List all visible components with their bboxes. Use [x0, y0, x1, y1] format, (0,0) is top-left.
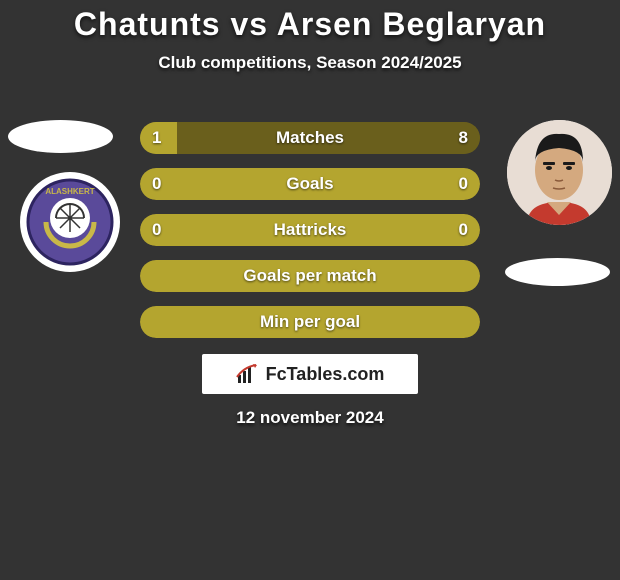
date-label: 12 november 2024	[0, 408, 620, 428]
stat-bar-label: Goals per match	[140, 260, 480, 292]
left-player-avatar	[8, 120, 113, 153]
stat-bar-row: Matches1 8	[140, 122, 480, 154]
stat-bar-row: Min per goal	[140, 306, 480, 338]
stat-bar-label: Goals	[140, 168, 480, 200]
stat-bar-right-value: 8	[447, 122, 480, 154]
avatar-placeholder-oval	[8, 120, 113, 153]
brand-name: FcTables.com	[266, 364, 385, 385]
stat-bar-left-value: 0	[140, 168, 173, 200]
stat-bar-row: Hattricks0 0	[140, 214, 480, 246]
stat-bar-left-value: 0	[140, 214, 173, 246]
right-player-avatar	[507, 120, 612, 225]
stat-bar-label: Hattricks	[140, 214, 480, 246]
stat-bar-left-value: 1	[140, 122, 173, 154]
right-placeholder-oval	[505, 258, 610, 286]
comparison-bars: Matches18Goals00Hattricks00Goals per mat…	[140, 122, 480, 352]
stat-bar-row: Goals per match	[140, 260, 480, 292]
page-title: Chatunts vs Arsen Beglaryan	[0, 0, 620, 43]
brand-logo-box: FcTables.com	[202, 354, 418, 394]
stat-bar-right-value: 0	[447, 214, 480, 246]
stat-bar-label: Min per goal	[140, 306, 480, 338]
avatar-photo	[507, 120, 612, 225]
stat-bar-label: Matches	[140, 122, 480, 154]
left-player-club-badge: ALASHKERT	[20, 172, 120, 272]
stat-bar-row: Goals0 0	[140, 168, 480, 200]
bar-chart-icon	[236, 363, 260, 385]
svg-text:ALASHKERT: ALASHKERT	[45, 187, 94, 196]
club-badge-icon: ALASHKERT	[26, 178, 114, 266]
stat-bar-right-value: 0	[447, 168, 480, 200]
subtitle: Club competitions, Season 2024/2025	[0, 53, 620, 73]
